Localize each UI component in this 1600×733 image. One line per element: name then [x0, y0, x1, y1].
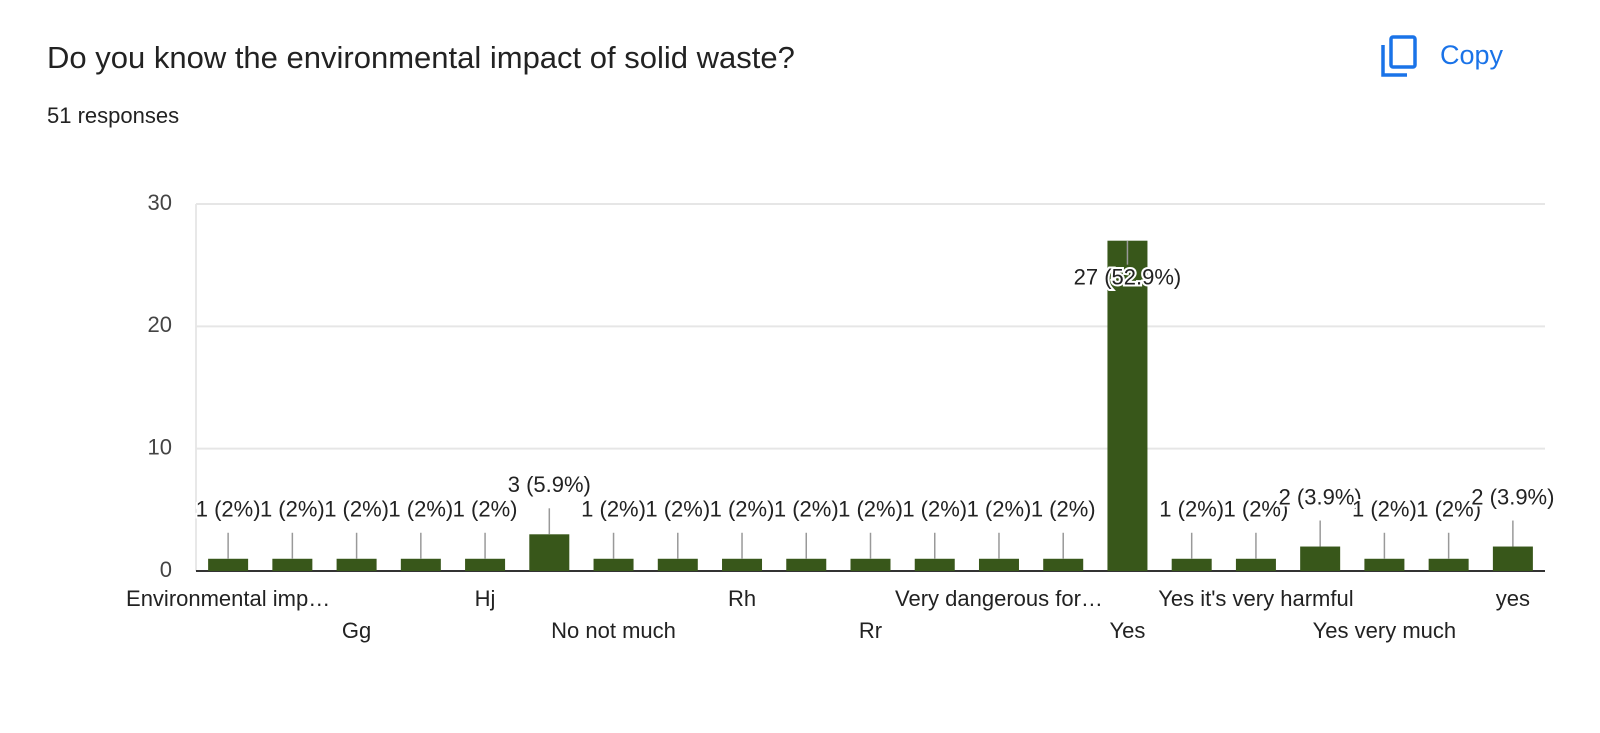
data-label: 1 (2%) [453, 497, 518, 522]
bar [850, 558, 891, 571]
data-label: 1 (2%) [1159, 497, 1224, 522]
bar [1235, 558, 1276, 571]
x-tick-label: Rh [728, 586, 756, 611]
bar [978, 558, 1019, 571]
x-tick-label: Yes very much [1313, 618, 1456, 643]
data-label: 3 (5.9%) [508, 472, 591, 497]
bar [465, 558, 506, 571]
data-label: 1 (2%) [1031, 497, 1096, 522]
chart-title: Do you know the environmental impact of … [47, 40, 795, 75]
data-label: 1 (2%) [710, 497, 775, 522]
x-tick-label: Yes it's very harmful [1158, 586, 1353, 611]
bar [1364, 558, 1405, 571]
x-tick-label: No not much [551, 618, 676, 643]
data-label: 1 (2%) [774, 497, 839, 522]
data-label: 1 (2%) [388, 497, 453, 522]
data-label: 1 (2%) [196, 497, 261, 522]
bar [208, 558, 249, 571]
y-tick-label: 10 [148, 434, 172, 459]
data-label: 2 (3.9%) [1471, 484, 1554, 509]
x-tick-label: Rr [859, 618, 882, 643]
data-label: 1 (2%) [645, 497, 710, 522]
data-label: 2 (3.9%) [1279, 484, 1362, 509]
data-label: 1 (2%) [581, 497, 646, 522]
bar [1171, 558, 1212, 571]
x-tick-label: Yes [1110, 618, 1146, 643]
bar [1300, 546, 1341, 571]
y-tick-label: 30 [148, 190, 172, 215]
bar [1043, 558, 1084, 571]
x-tick-label: Hj [475, 586, 496, 611]
bar [1107, 240, 1148, 571]
y-tick-label: 0 [160, 557, 172, 582]
copy-label[interactable]: Copy [1440, 40, 1504, 70]
bar [272, 558, 313, 571]
copy-icon [1381, 35, 1417, 77]
x-tick-label: yes [1496, 586, 1530, 611]
bar [657, 558, 698, 571]
bar [529, 534, 570, 571]
y-tick-label: 20 [148, 312, 172, 337]
data-label: 27 (52.9%) [1074, 265, 1182, 290]
data-label: 1 (2%) [1224, 497, 1289, 522]
bar [336, 558, 377, 571]
bar [722, 558, 763, 571]
bar [593, 558, 634, 571]
copy-button[interactable]: Copy [1381, 35, 1504, 77]
bar [400, 558, 441, 571]
x-tick-label: Environmental imp… [126, 586, 330, 611]
x-tick-label: Gg [342, 618, 371, 643]
chart-subtitle: 51 responses [47, 103, 179, 128]
data-label: 1 (2%) [838, 497, 903, 522]
data-label: 1 (2%) [260, 497, 325, 522]
data-label: 1 (2%) [902, 497, 967, 522]
data-label: 1 (2%) [1416, 497, 1481, 522]
bar [1492, 546, 1533, 571]
bar [1428, 558, 1469, 571]
data-label: 1 (2%) [324, 497, 389, 522]
x-tick-label: Very dangerous for… [895, 586, 1103, 611]
data-label: 1 (2%) [967, 497, 1032, 522]
bar [786, 558, 827, 571]
data-label: 1 (2%) [1352, 497, 1417, 522]
bar [914, 558, 955, 571]
